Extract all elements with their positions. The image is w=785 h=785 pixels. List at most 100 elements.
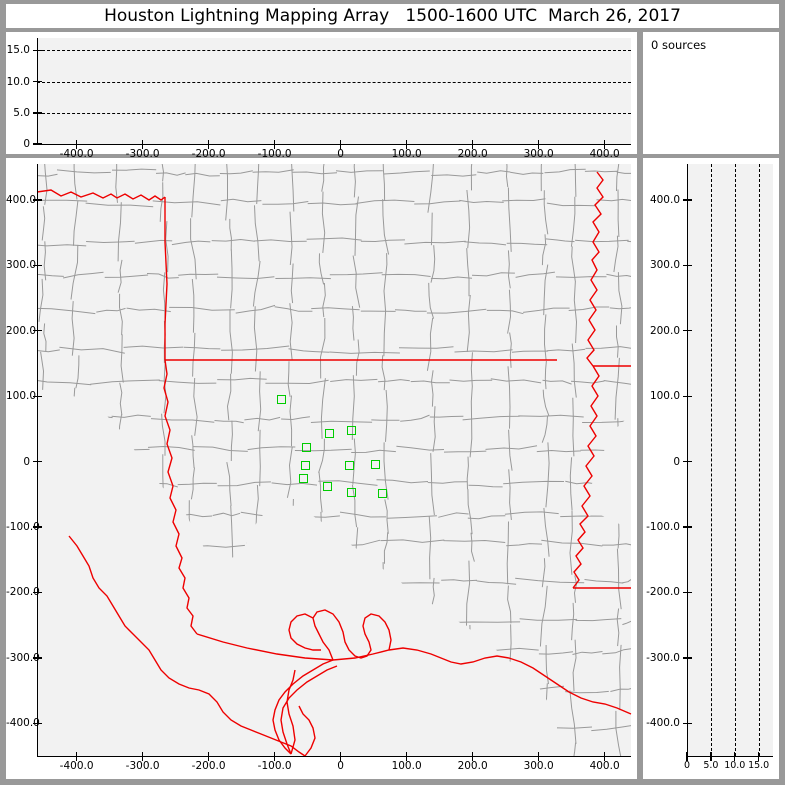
- ytick-mark-7: [33, 264, 42, 267]
- ytick-label-0: 0: [23, 138, 30, 150]
- xtick-mark-5: [405, 140, 408, 149]
- x-axis-line: [687, 756, 773, 758]
- state-line-rio-grande: [68, 535, 306, 757]
- source-count-label: 0 sources: [651, 38, 707, 52]
- xtick-label-8: 400.0: [589, 148, 620, 160]
- state-line-ms-river-south: [572, 365, 600, 589]
- xtick-mark-1: [141, 752, 144, 761]
- y-axis-line: [687, 164, 689, 756]
- county-line-h-5: [37, 345, 631, 354]
- xtick-mark-1: [141, 140, 144, 149]
- coastline-laguna-madre: [286, 669, 296, 755]
- xtick-label-8: 400.0: [589, 760, 620, 772]
- xtick-mark-2: [207, 752, 210, 761]
- county-line-h-3: [37, 271, 631, 280]
- county-line-v-13: [505, 164, 513, 756]
- xtick-mark-6: [471, 752, 474, 761]
- x-axis-line: [37, 756, 631, 758]
- map-plot-area[interactable]: [36, 164, 632, 757]
- xtick-label-1: -300.0: [125, 760, 160, 772]
- county-line-v-10: [380, 164, 390, 756]
- ytick-mark-1: [33, 112, 42, 114]
- xtick-label-3: -100.0: [257, 760, 292, 772]
- ytick-label-6: 200.0: [6, 324, 37, 337]
- ytick-label-2: 10.0: [6, 75, 30, 88]
- plan-view-map-panel[interactable]: -400.0 -300.0 -200.0 -100.0 0 100.0 200.0 300.0…: [6, 158, 637, 779]
- ytick-mark-6: [33, 330, 42, 332]
- xtick-label-5: 100.0: [391, 760, 422, 772]
- county-line-v-12: [466, 164, 475, 756]
- gridline-x-1: [734, 164, 736, 756]
- lma-station-marker-9: [346, 487, 356, 497]
- county-line-h-4: [37, 304, 631, 315]
- ytick-label-5: 100.0: [649, 390, 680, 403]
- xtick-label-2: 10.0: [724, 760, 746, 771]
- coastline-west-bay: [288, 613, 321, 651]
- ytick-label-1: 5.0: [13, 106, 30, 119]
- county-line-v-7: [286, 164, 295, 756]
- county-line-h-7: [37, 414, 631, 424]
- lma-station-marker-7: [322, 481, 332, 491]
- altitude-time-plot-area: [37, 38, 631, 144]
- map-geography: [36, 164, 632, 757]
- state-line-red-river-west: [36, 189, 166, 201]
- county-line-v-16: [613, 164, 623, 756]
- histogram-plot-area: [687, 164, 773, 756]
- xtick-label-3: -100.0: [257, 148, 292, 160]
- ytick-label-5: 100.0: [6, 390, 37, 403]
- ytick-label-8: 400.0: [649, 193, 680, 206]
- page-title: Houston Lightning Mapping Array 1500-160…: [104, 6, 681, 26]
- xtick-label-7: 300.0: [523, 148, 554, 160]
- ytick-label-3: 15.0: [6, 44, 30, 57]
- county-line-v-6: [252, 164, 262, 756]
- altitude-time-panel[interactable]: 0 5.0 10.0 15.0 -400.0 -300.0 -200.0 -100.0 0 100…: [6, 32, 637, 160]
- lma-station-marker-4: [301, 442, 311, 452]
- ytick-mark-4: [33, 460, 42, 463]
- ytick-mark-4: [683, 460, 692, 463]
- lma-station-marker-5: [301, 461, 311, 471]
- lma-station-marker-3: [346, 425, 356, 435]
- coastline-barrier-island: [280, 665, 338, 755]
- ytick-mark-1: [683, 657, 692, 659]
- gridline-x-2: [758, 164, 760, 756]
- xtick-label-1: 5.0: [703, 760, 719, 771]
- ytick-label-0: -400.0: [646, 717, 680, 730]
- lma-station-marker-11: [378, 488, 388, 498]
- ytick-mark-0: [33, 143, 42, 145]
- ytick-label-0: -400.0: [6, 717, 40, 730]
- ytick-mark-8: [683, 199, 692, 201]
- xtick-mark-3: [273, 752, 276, 761]
- ytick-mark-2: [683, 591, 692, 594]
- county-line-v-2: [115, 164, 124, 756]
- ytick-mark-3: [33, 49, 42, 52]
- gridline-y-0: [37, 112, 631, 114]
- xtick-label-6: 200.0: [457, 148, 488, 160]
- county-line-h-8: [37, 445, 631, 455]
- y-axis-line: [37, 38, 39, 144]
- ytick-mark-6: [683, 330, 692, 332]
- xtick-mark-0: [686, 752, 688, 761]
- coastline-texas-middle: [272, 659, 334, 755]
- coastline-galveston-bay: [312, 609, 392, 661]
- xtick-label-2: -200.0: [191, 760, 226, 772]
- altitude-histogram-panel[interactable]: -400.0 -300.0 -200.0 -100.0 0 100.0 200.0 300.0…: [643, 158, 779, 779]
- xtick-mark-3: [273, 140, 276, 149]
- ytick-mark-2: [33, 591, 42, 594]
- lma-station-marker-6: [299, 474, 309, 484]
- xtick-mark-5: [405, 752, 408, 761]
- county-line-h-1: [37, 198, 631, 208]
- ytick-label-1: -300.0: [646, 651, 680, 664]
- ytick-label-1: -300.0: [6, 651, 40, 664]
- ytick-mark-8: [33, 199, 42, 201]
- ytick-mark-5: [33, 395, 42, 397]
- ytick-label-7: 300.0: [6, 259, 37, 272]
- xtick-label-0: 0: [683, 760, 691, 771]
- xtick-mark-2: [207, 140, 210, 149]
- county-line-h-0: [37, 168, 631, 177]
- county-line-h-2: [37, 237, 631, 247]
- county-line-h-10: [37, 511, 631, 520]
- xtick-label-0: -400.0: [59, 148, 94, 160]
- ytick-label-2: -200.0: [6, 586, 40, 599]
- ytick-mark-1: [33, 657, 42, 659]
